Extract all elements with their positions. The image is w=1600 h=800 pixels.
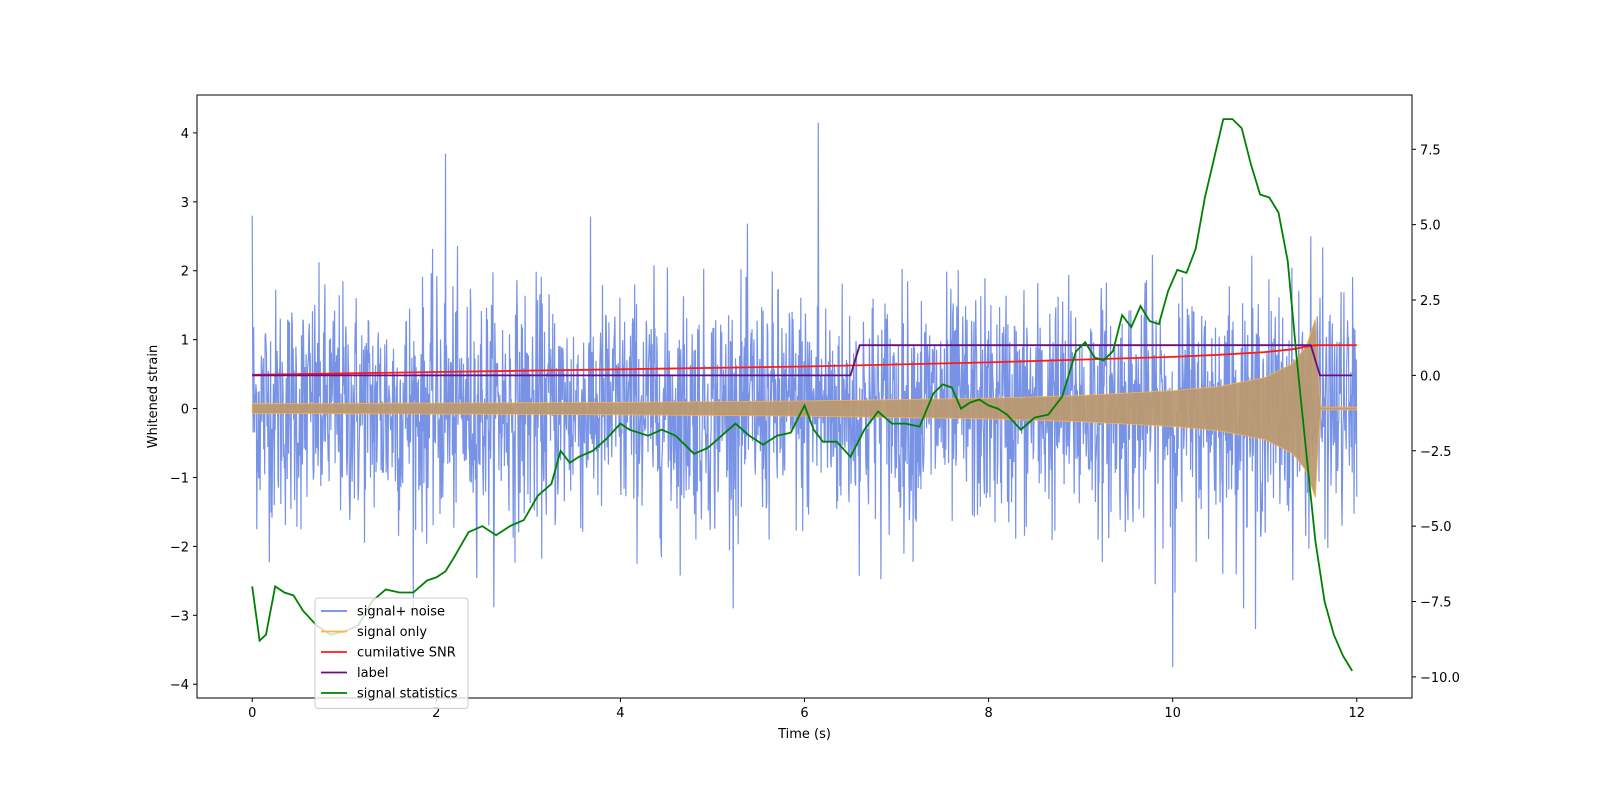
x-tick-label: 0 [248, 706, 256, 721]
y-right-tick-label: 2.5 [1420, 294, 1441, 309]
plot-area [251, 118, 1358, 672]
series-signal-statistics-line [251, 118, 1353, 672]
y-left-tick-label: −2 [170, 540, 189, 555]
legend-label-cumilative-snr: cumilative SNR [357, 646, 456, 661]
y-left-tick-label: 2 [181, 265, 189, 280]
y-left-tick-label: −1 [170, 471, 189, 486]
x-tick-label: 8 [984, 706, 992, 721]
legend-label-label: label [357, 666, 388, 681]
y-left-tick-label: −3 [170, 609, 189, 624]
legend: signal+ noise signal only cumilative SNR la… [314, 597, 469, 709]
y-right-tick-label: 0.0 [1420, 369, 1441, 384]
y-left-tick-label: 1 [181, 334, 189, 349]
y-axis-label-left: Whitened strain [146, 345, 161, 448]
y-left-tick-label: 4 [181, 127, 189, 142]
x-axis-label: Time (s) [777, 727, 831, 742]
legend-label-signal-noise: signal+ noise [357, 605, 445, 620]
y-right-tick-label: −5.0 [1420, 520, 1452, 535]
y-right-tick-label: −2.5 [1420, 445, 1452, 460]
x-tick-label: 12 [1348, 706, 1365, 721]
y-right-tick-label: 5.0 [1420, 219, 1441, 234]
x-tick-label: 10 [1164, 706, 1181, 721]
x-tick-label: 6 [800, 706, 808, 721]
y-right-tick-label: −10.0 [1420, 671, 1460, 686]
y-left-tick-label: −4 [170, 678, 189, 693]
y-left-tick-label: 3 [181, 196, 189, 211]
legend-box [314, 597, 469, 709]
x-tick-label: 2 [432, 706, 440, 721]
y-left-tick-label: 0 [181, 403, 189, 418]
legend-label-signal-only: signal only [357, 625, 427, 640]
series-label-line [252, 344, 1353, 377]
x-tick-label: 4 [616, 706, 624, 721]
series-signal-only-envelope [251, 318, 1358, 499]
y-right-tick-label: −7.5 [1420, 596, 1452, 611]
tick-layer: 0 2 4 6 8 10 12−4−3−2−101234−10.0−7.5−5.0−2.50… [170, 127, 1460, 721]
plot-layer [251, 118, 1358, 672]
y-right-tick-label: 7.5 [1420, 143, 1441, 158]
legend-label-signal-statistics: signal statistics [357, 687, 458, 702]
